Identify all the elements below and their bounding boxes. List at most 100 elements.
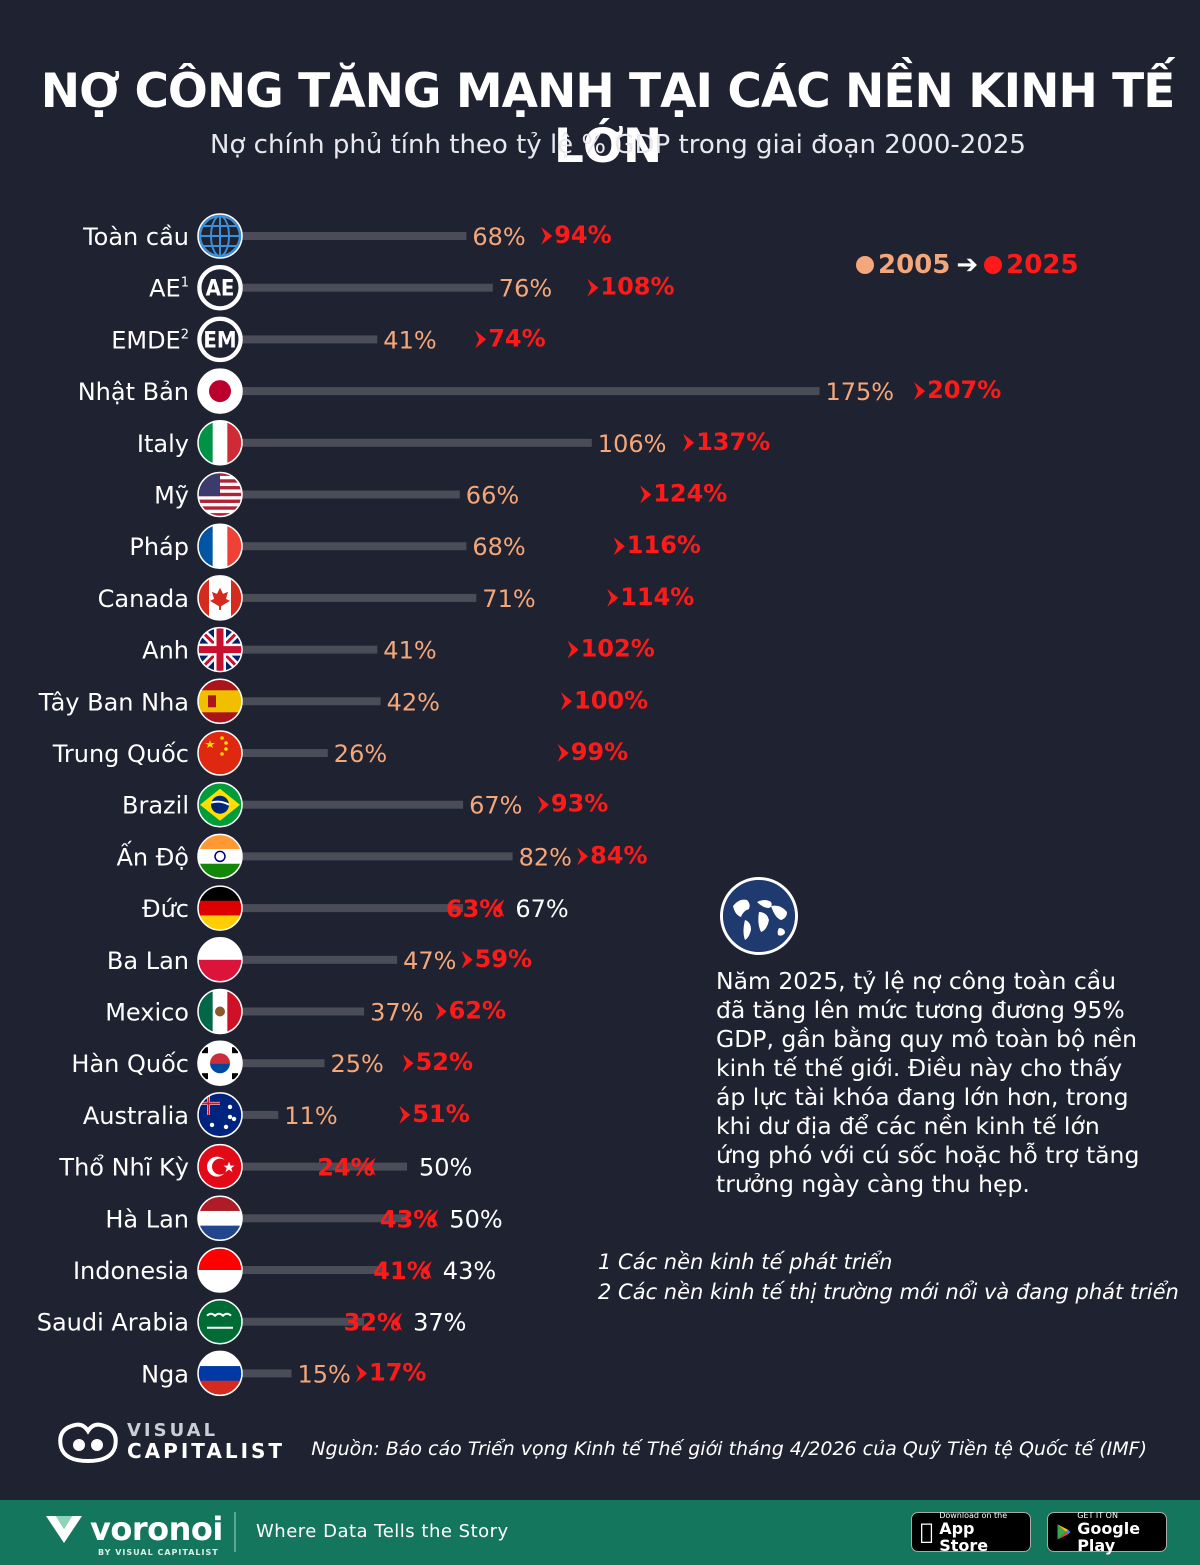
value-2025: 114% [620, 583, 694, 611]
apple-icon:  [920, 1520, 933, 1545]
arrow-head [435, 1002, 447, 1021]
flag-outline [197, 1298, 243, 1345]
arrow-head [537, 795, 549, 814]
value-2005: 43% [443, 1257, 496, 1285]
arrow-head [461, 950, 473, 969]
value-2005: 68% [472, 533, 525, 561]
flag-outline [197, 420, 243, 466]
bar-2005 [242, 1369, 292, 1378]
value-2025: 62% [449, 997, 506, 1025]
value-2025: 124% [653, 480, 727, 508]
country-label: Australia [83, 1102, 189, 1130]
value-2025: 93% [551, 790, 608, 818]
vc-logo-icon [58, 1422, 118, 1464]
arrow-head [587, 278, 599, 297]
value-2005: 82% [519, 843, 572, 871]
value-2025: 41% [373, 1257, 430, 1285]
arrow-head [356, 1364, 367, 1383]
value-2025: 207% [927, 376, 1001, 404]
value-2005: 175% [826, 378, 895, 406]
value-2025: 108% [600, 273, 674, 301]
arrow-head [577, 847, 589, 866]
debt-chart: Toàn cầu 68% 94% AE1 AE 76% 108% EMDE2 EM 41% 74% N… [37, 213, 1001, 1397]
bar-2005 [242, 697, 381, 706]
row-germany: Đức 63% 67% [142, 885, 569, 931]
country-label: Nga [141, 1360, 189, 1388]
arrow-head [640, 485, 652, 504]
footer-tagline: Where Data Tells the Story [256, 1521, 509, 1542]
arrow-head [914, 382, 926, 401]
value-2005: 11% [284, 1102, 337, 1130]
row-canada: Canada 71% 114% [98, 575, 694, 621]
row-russia: Nga 15% 17% [141, 1350, 426, 1397]
google-play-icon [1057, 1524, 1071, 1540]
value-2005: 25% [331, 1050, 384, 1078]
flag-outline [197, 1247, 243, 1293]
value-2025: 63% [446, 895, 503, 923]
value-2025: 17% [369, 1358, 426, 1386]
arrow-head [420, 1261, 432, 1279]
bar-2005 [242, 1059, 325, 1068]
bar-2005 [242, 904, 464, 913]
country-label: Nhật Bản [78, 378, 189, 406]
arrow-head [683, 433, 695, 452]
value-2005: 66% [466, 482, 519, 510]
row-uk: Anh 41% 102% [142, 626, 655, 673]
bar-2005 [242, 387, 820, 396]
footer-bar: voronoi BY VISUAL CAPITALIST Where Data … [0, 1500, 1200, 1565]
flag-outline [197, 885, 243, 931]
flag-outline [197, 781, 243, 828]
voronoi-v-icon [46, 1516, 82, 1543]
value-2005: 41% [383, 326, 436, 354]
visual-capitalist-logo: VISUAL CAPITALIST [55, 1417, 285, 1465]
value-2005: 106% [598, 430, 667, 458]
value-2005: 71% [482, 585, 535, 613]
flag-outline [197, 264, 243, 311]
bar-2005 [242, 955, 398, 964]
arrow-head [541, 227, 553, 245]
appstore-big-label: App Store [926, 1520, 1016, 1554]
country-label: Toàn cầu [82, 223, 189, 251]
arrow-head [391, 1312, 403, 1331]
row-brazil: Brazil 67% 93% [122, 781, 608, 828]
voronoi-logo[interactable]: voronoi BY VISUAL CAPITALIST [44, 1510, 223, 1557]
arrow-head [364, 1157, 376, 1176]
bar-2005 [242, 1266, 384, 1274]
voronoi-by: BY VISUAL CAPITALIST [98, 1548, 219, 1557]
google-play-button[interactable]: GET IT ON Google Play [1047, 1510, 1167, 1554]
country-label: Indonesia [73, 1257, 189, 1285]
arrow-head [475, 330, 487, 349]
flag-outline [197, 213, 243, 259]
row-china: Trung Quốc 26% 99% [52, 730, 628, 776]
row-india: Ấn Độ 82% 84% [116, 833, 648, 880]
value-2005: 15% [298, 1360, 351, 1388]
value-2005: 26% [334, 740, 387, 768]
bar-2005 [242, 1214, 407, 1223]
country-label: Mexico [105, 999, 189, 1027]
country-label: Hà Lan [105, 1205, 189, 1233]
bar-2005 [242, 232, 467, 240]
arrow-head [399, 1105, 411, 1124]
country-label: Pháp [129, 533, 189, 561]
footnote-1: 1 Các nền kinh tế phát triển [598, 1250, 893, 1274]
value-2005: 50% [449, 1205, 502, 1233]
country-label: Ba Lan [107, 947, 189, 975]
bar-2005 [242, 1110, 279, 1119]
legend-from-dot [856, 256, 874, 274]
google-small-label: GET IT ON [1077, 1510, 1118, 1520]
bar-2005 [242, 852, 513, 861]
value-2025: 102% [581, 635, 655, 663]
row-spain: Tây Ban Nha 42% 100% [38, 678, 648, 725]
vc-logo-line1: VISUAL [127, 1420, 219, 1441]
row-globe: Toàn cầu 68% 94% [82, 213, 612, 259]
flag-outline [197, 575, 243, 621]
value-2025: 24% [317, 1154, 374, 1182]
arrow-head [607, 588, 619, 607]
value-2025: 74% [488, 324, 545, 352]
bar-2005 [242, 335, 378, 344]
value-2005: 67% [515, 895, 568, 923]
row-japan: Nhật Bản 175% 207% [78, 368, 1001, 414]
app-store-button[interactable]:  Download on the App Store [911, 1511, 1031, 1554]
value-2005: 47% [403, 947, 456, 975]
bar-2005 [242, 490, 460, 499]
